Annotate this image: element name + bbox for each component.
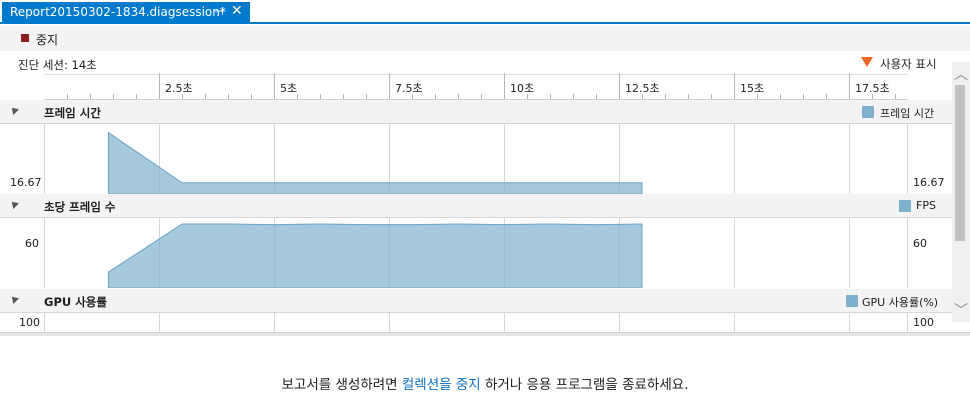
scrollbar-thumb[interactable] (955, 85, 965, 241)
session-duration-label: 진단 세션: 14초 (18, 58, 97, 72)
ruler-minor-tick (481, 94, 482, 99)
series-area (107, 131, 643, 194)
ruler-tick-label: 7.5초 (395, 82, 423, 95)
ruler-major-tick (619, 73, 620, 99)
hint-text-after: 하거나 응용 프로그램을 종료하세요. (480, 377, 689, 393)
ruler-major-tick (159, 73, 160, 99)
ruler-minor-tick (688, 94, 689, 99)
pin-icon[interactable]: ⊣ (214, 5, 224, 18)
ruler-minor-tick (780, 94, 781, 99)
ruler-major-tick (389, 73, 390, 99)
tab-title: Report20150302-1834.diagsession* (10, 5, 226, 19)
ruler-minor-tick (90, 94, 91, 99)
ruler-minor-tick (665, 94, 666, 99)
stop-icon[interactable] (21, 34, 29, 42)
legend-swatch-icon (899, 200, 911, 212)
ruler-minor-tick (182, 94, 183, 99)
gpu-chart[interactable] (44, 313, 908, 332)
section-title: 프레임 시간 (44, 106, 101, 120)
gpu-value-right: 100 (913, 316, 934, 329)
section-header-fps[interactable]: 초당 프레임 수 FPS (0, 194, 952, 218)
frame-time-value-left: 16.67 (10, 176, 42, 189)
ruler-minor-tick (228, 94, 229, 99)
legend-label: FPS (916, 199, 936, 212)
fps-value-right: 60 (913, 237, 927, 250)
legend-label: 프레임 시간 (880, 107, 935, 120)
time-ruler[interactable]: 2.5초 5초 7.5초 10초 12.5초 15초 17.5초 (44, 73, 908, 100)
section-title: 초당 프레임 수 (44, 200, 116, 214)
legend-label: GPU 사용률(%) (862, 296, 939, 309)
frame-time-chart[interactable] (44, 124, 908, 194)
ruler-minor-tick (412, 94, 413, 99)
section-title: GPU 사용률 (44, 295, 107, 309)
ruler-major-tick (504, 73, 505, 99)
section-header-frame-time[interactable]: 프레임 시간 프레임 시간 (0, 100, 952, 124)
stop-button[interactable]: 중지 (36, 33, 59, 47)
user-marks-toggle[interactable]: 사용자 표시 (880, 57, 937, 71)
ruler-tick-label: 17.5초 (855, 82, 890, 95)
ruler-tick-label: 15초 (740, 82, 765, 95)
ruler-minor-tick (527, 94, 528, 99)
ruler-major-tick (849, 73, 850, 99)
close-icon[interactable]: ✕ (231, 3, 243, 19)
ruler-minor-tick (320, 94, 321, 99)
ruler-minor-tick (596, 94, 597, 99)
ruler-minor-tick (67, 94, 68, 99)
stop-collection-link[interactable]: 컬렉션을 중지 (401, 377, 481, 393)
ruler-minor-tick (872, 94, 873, 99)
frame-time-value-right: 16.67 (913, 176, 945, 189)
ruler-minor-tick (895, 94, 896, 99)
report-hint-message: 보고서를 생성하려면 컬렉션을 중지 하거나 응용 프로그램을 종료하세요. (0, 373, 970, 393)
ruler-major-tick (734, 73, 735, 99)
ruler-minor-tick (297, 94, 298, 99)
hint-text-before: 보고서를 생성하려면 (281, 377, 402, 393)
series-area (107, 223, 643, 288)
ruler-minor-tick (757, 94, 758, 99)
ruler-minor-tick (573, 94, 574, 99)
gpu-value-left: 100 (19, 316, 40, 329)
legend-swatch-icon (846, 295, 858, 307)
ruler-minor-tick (642, 94, 643, 99)
legend-swatch-icon (862, 106, 874, 118)
user-mark-marker-icon (861, 57, 873, 67)
ruler-minor-tick (550, 94, 551, 99)
ruler-minor-tick (205, 94, 206, 99)
ruler-tick-label: 10초 (510, 82, 535, 95)
collapse-arrow-icon[interactable] (9, 199, 19, 209)
ruler-major-tick (274, 73, 275, 99)
section-header-gpu[interactable]: GPU 사용률 GPU 사용률(%) (0, 289, 952, 313)
ruler-minor-tick (803, 94, 804, 99)
ruler-minor-tick (113, 94, 114, 99)
ruler-tick-label: 5초 (280, 82, 298, 95)
ruler-minor-tick (251, 94, 252, 99)
toolbar: 중지 (0, 26, 970, 51)
ruler-minor-tick (366, 94, 367, 99)
pane-splitter[interactable] (0, 332, 970, 336)
fps-chart[interactable] (44, 218, 908, 288)
ruler-minor-tick (435, 94, 436, 99)
collapse-arrow-icon[interactable] (9, 294, 19, 304)
fps-value-left: 60 (25, 237, 39, 250)
ruler-minor-tick (711, 94, 712, 99)
ruler-minor-tick (458, 94, 459, 99)
ruler-tick-label: 12.5초 (625, 82, 660, 95)
ruler-minor-tick (826, 94, 827, 99)
scroll-up-icon[interactable]: ︿ (954, 67, 968, 83)
collapse-arrow-icon[interactable] (9, 105, 19, 115)
ruler-tick-label: 2.5초 (165, 82, 193, 95)
scroll-down-icon[interactable]: ﹀ (954, 303, 968, 319)
document-tab[interactable]: Report20150302-1834.diagsession* ⊣ ✕ (2, 2, 250, 24)
ruler-minor-tick (343, 94, 344, 99)
ruler-minor-tick (136, 94, 137, 99)
